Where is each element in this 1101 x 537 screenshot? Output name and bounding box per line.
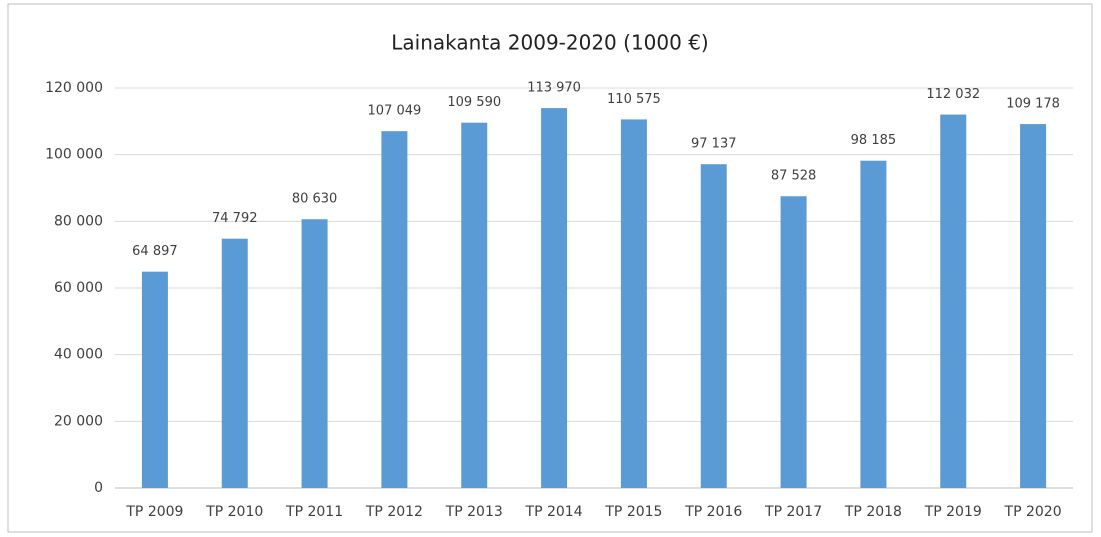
x-tick-label: TP 2013 [445, 504, 503, 520]
x-tick-label: TP 2020 [1004, 504, 1062, 520]
bar [381, 131, 408, 489]
x-tick-label: TP 2017 [764, 504, 822, 520]
bar [1020, 124, 1047, 488]
bar [221, 238, 248, 488]
data-label: 110 575 [607, 92, 661, 107]
data-label: 109 590 [447, 95, 501, 110]
y-tick-label: 0 [94, 480, 103, 496]
y-tick-label: 40 000 [54, 347, 103, 363]
bar [700, 164, 727, 488]
x-tick-label: TP 2014 [525, 504, 583, 520]
data-label: 107 049 [368, 104, 422, 119]
y-tick-label: 120 000 [45, 80, 103, 96]
data-label: 112 032 [926, 87, 980, 102]
data-label: 80 630 [292, 192, 338, 207]
bar [860, 160, 887, 488]
data-label: 64 897 [132, 244, 178, 259]
bar [141, 271, 168, 488]
data-label: 113 970 [527, 81, 581, 96]
bar [301, 219, 328, 488]
data-label: 97 137 [691, 137, 737, 152]
chart-title: Lainakanta 2009-2020 (1000 €) [391, 31, 708, 55]
bar [780, 196, 807, 489]
x-tick-label: TP 2012 [365, 504, 423, 520]
bar [461, 122, 488, 488]
x-tick-label: TP 2015 [604, 504, 662, 520]
y-tick-label: 100 000 [45, 147, 103, 163]
x-tick-label: TP 2016 [684, 504, 742, 520]
x-tick-label: TP 2018 [844, 504, 902, 520]
bar [940, 114, 967, 488]
data-label: 109 178 [1006, 97, 1060, 112]
bar [541, 108, 568, 488]
y-tick-label: 60 000 [54, 280, 103, 296]
y-tick-label: 20 000 [54, 413, 103, 429]
data-label: 87 528 [771, 169, 817, 184]
x-tick-label: TP 2011 [285, 504, 343, 520]
x-tick-label: TP 2009 [125, 504, 183, 520]
x-tick-label: TP 2010 [205, 504, 263, 520]
data-label: 98 185 [851, 133, 897, 148]
y-tick-label: 80 000 [54, 213, 103, 229]
x-tick-label: TP 2019 [924, 504, 982, 520]
data-label: 74 792 [212, 211, 258, 226]
bar [620, 119, 647, 489]
